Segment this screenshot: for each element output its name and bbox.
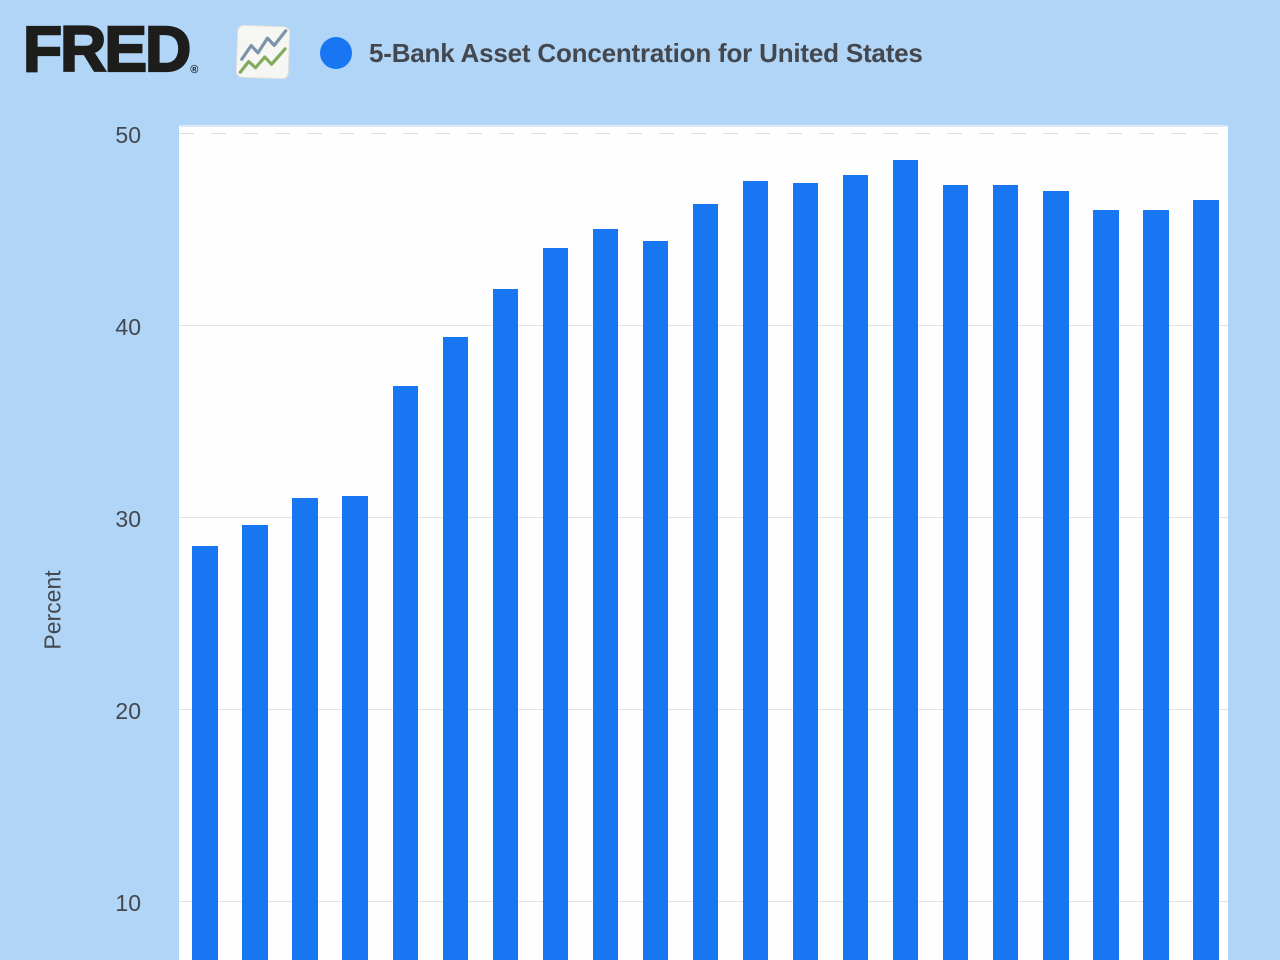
bar-13[interactable] bbox=[792, 182, 819, 960]
y-tick-label-10: 10 bbox=[115, 890, 141, 916]
bar-2[interactable] bbox=[242, 524, 268, 960]
fred-sparkline-icon bbox=[235, 24, 291, 80]
y-tick-label-50: 50 bbox=[115, 122, 141, 148]
bar-10[interactable] bbox=[642, 240, 669, 960]
chart-title: 5-Bank Asset Concentration for United St… bbox=[369, 38, 923, 68]
bar-4[interactable] bbox=[342, 495, 368, 960]
fred-logo-text: FRED bbox=[22, 13, 192, 85]
bar-7[interactable] bbox=[492, 288, 518, 960]
bar-14[interactable] bbox=[842, 175, 869, 960]
bar-5[interactable] bbox=[392, 386, 418, 960]
y-tick-label-40: 40 bbox=[115, 314, 141, 340]
bar-15[interactable] bbox=[893, 159, 919, 960]
bar-6[interactable] bbox=[442, 336, 468, 960]
bar-21[interactable] bbox=[1193, 200, 1219, 960]
bar-16[interactable] bbox=[943, 184, 969, 960]
bar-3[interactable] bbox=[292, 497, 318, 960]
bar-20[interactable] bbox=[1143, 209, 1169, 960]
series-legend-dot-icon[interactable] bbox=[320, 37, 352, 69]
y-tick-label-20: 20 bbox=[115, 698, 141, 724]
bar-19[interactable] bbox=[1093, 209, 1119, 960]
plot-area bbox=[179, 125, 1228, 960]
bar-9[interactable] bbox=[592, 229, 619, 960]
y-tick-label-30: 30 bbox=[115, 506, 141, 532]
fred-logo[interactable]: FRED ® bbox=[22, 13, 199, 85]
bar-12[interactable] bbox=[742, 181, 769, 960]
gridline-50 bbox=[179, 133, 1228, 134]
bar-11[interactable] bbox=[692, 204, 719, 960]
bar-8[interactable] bbox=[542, 248, 569, 960]
bar-18[interactable] bbox=[1043, 190, 1069, 960]
bar-17[interactable] bbox=[993, 184, 1019, 960]
registered-trademark-icon: ® bbox=[190, 64, 199, 76]
bar-1[interactable] bbox=[192, 545, 218, 960]
y-axis-tick-labels: 50 40 30 20 10 bbox=[0, 0, 141, 960]
